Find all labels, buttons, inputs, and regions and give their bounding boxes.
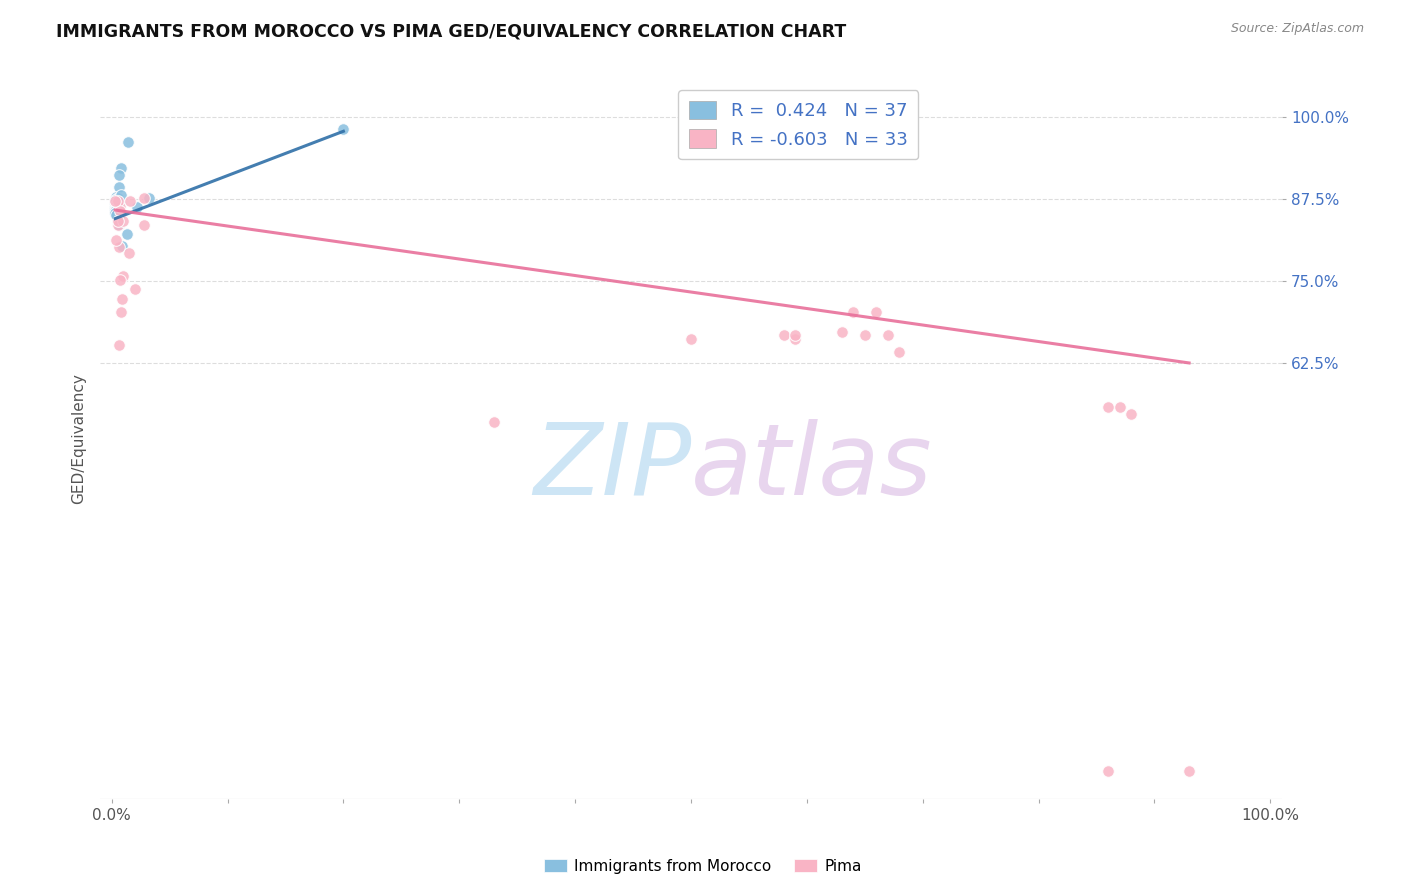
Point: [1097, 400, 1119, 414]
Point: [877, 327, 900, 342]
Point: [107, 202, 129, 217]
Point: [108, 204, 131, 219]
Point: [107, 168, 129, 182]
Point: [107, 338, 129, 352]
Point: [104, 193, 127, 207]
Point: [482, 415, 505, 429]
Point: [785, 327, 807, 342]
Point: [107, 240, 129, 254]
Text: atlas: atlas: [690, 419, 932, 516]
Point: [110, 161, 132, 175]
Point: [110, 305, 132, 319]
Point: [107, 194, 129, 209]
Legend: Immigrants from Morocco, Pima: Immigrants from Morocco, Pima: [537, 853, 869, 880]
Point: [111, 239, 134, 253]
Point: [105, 190, 128, 204]
Point: [107, 203, 129, 218]
Point: [117, 135, 139, 149]
Point: [785, 332, 807, 346]
Point: [679, 332, 702, 346]
Point: [1178, 764, 1201, 779]
Point: [107, 191, 129, 205]
Point: [110, 188, 132, 202]
Point: [134, 218, 156, 232]
Point: [104, 202, 127, 216]
Point: [124, 282, 146, 296]
Point: [889, 344, 911, 359]
Point: [108, 207, 131, 221]
Point: [105, 233, 128, 247]
Point: [134, 190, 156, 204]
Point: [1097, 764, 1119, 779]
Point: [105, 197, 128, 211]
Point: [107, 180, 129, 194]
Point: [104, 204, 127, 219]
Point: [1108, 400, 1130, 414]
Point: [112, 214, 135, 228]
Point: [842, 305, 865, 319]
Point: [104, 201, 127, 215]
Y-axis label: GED/Equivalency: GED/Equivalency: [72, 373, 86, 504]
Point: [107, 199, 129, 213]
Point: [107, 205, 129, 219]
Point: [138, 191, 160, 205]
Point: [118, 246, 141, 260]
Point: [853, 327, 876, 342]
Point: [111, 293, 134, 307]
Text: Source: ZipAtlas.com: Source: ZipAtlas.com: [1230, 22, 1364, 36]
Point: [107, 194, 129, 209]
Point: [105, 201, 128, 215]
Point: [831, 325, 853, 339]
Point: [772, 327, 794, 342]
Point: [107, 218, 129, 232]
Legend: R =  0.424   N = 37, R = -0.603   N = 33: R = 0.424 N = 37, R = -0.603 N = 33: [678, 90, 918, 160]
Point: [865, 305, 887, 319]
Point: [105, 200, 128, 214]
Point: [105, 205, 128, 219]
Point: [105, 208, 128, 222]
Point: [107, 218, 129, 232]
Point: [104, 194, 127, 209]
Text: ZIP: ZIP: [533, 419, 690, 516]
Point: [105, 202, 128, 217]
Point: [127, 201, 149, 215]
Point: [108, 201, 131, 215]
Point: [332, 121, 354, 136]
Point: [107, 213, 129, 227]
Point: [107, 198, 129, 212]
Point: [104, 206, 127, 220]
Point: [112, 268, 135, 283]
Point: [105, 193, 128, 207]
Point: [108, 272, 131, 286]
Point: [108, 195, 131, 210]
Point: [105, 198, 128, 212]
Text: IMMIGRANTS FROM MOROCCO VS PIMA GED/EQUIVALENCY CORRELATION CHART: IMMIGRANTS FROM MOROCCO VS PIMA GED/EQUI…: [56, 22, 846, 40]
Point: [115, 227, 138, 241]
Point: [120, 194, 142, 208]
Point: [1121, 407, 1143, 421]
Point: [107, 214, 129, 228]
Point: [107, 194, 129, 208]
Point: [104, 196, 127, 211]
